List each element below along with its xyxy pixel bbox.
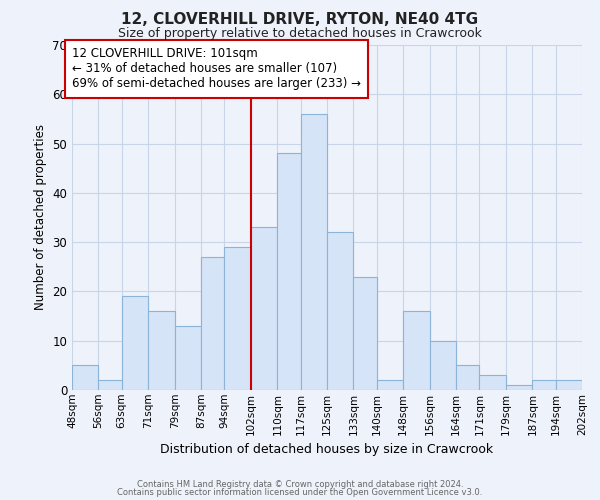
Bar xyxy=(148,311,175,390)
Text: 12, CLOVERHILL DRIVE, RYTON, NE40 4TG: 12, CLOVERHILL DRIVE, RYTON, NE40 4TG xyxy=(121,12,479,28)
Y-axis label: Number of detached properties: Number of detached properties xyxy=(34,124,47,310)
Bar xyxy=(72,366,98,390)
Bar xyxy=(301,114,327,390)
Text: Size of property relative to detached houses in Crawcrook: Size of property relative to detached ho… xyxy=(118,28,482,40)
Bar xyxy=(201,257,224,390)
Bar xyxy=(403,311,430,390)
Text: Contains HM Land Registry data © Crown copyright and database right 2024.: Contains HM Land Registry data © Crown c… xyxy=(137,480,463,489)
Bar xyxy=(327,232,353,390)
Bar xyxy=(430,340,456,390)
Bar xyxy=(506,385,532,390)
Bar xyxy=(377,380,403,390)
Bar xyxy=(353,276,377,390)
Bar xyxy=(556,380,582,390)
Bar xyxy=(122,296,148,390)
Text: 12 CLOVERHILL DRIVE: 101sqm
← 31% of detached houses are smaller (107)
69% of se: 12 CLOVERHILL DRIVE: 101sqm ← 31% of det… xyxy=(72,48,361,90)
X-axis label: Distribution of detached houses by size in Crawcrook: Distribution of detached houses by size … xyxy=(160,443,494,456)
Bar xyxy=(224,247,251,390)
Bar xyxy=(456,366,479,390)
Text: Contains public sector information licensed under the Open Government Licence v3: Contains public sector information licen… xyxy=(118,488,482,497)
Bar xyxy=(532,380,556,390)
Bar xyxy=(175,326,201,390)
Bar xyxy=(277,154,301,390)
Bar xyxy=(251,228,277,390)
Bar xyxy=(98,380,122,390)
Bar xyxy=(479,375,506,390)
